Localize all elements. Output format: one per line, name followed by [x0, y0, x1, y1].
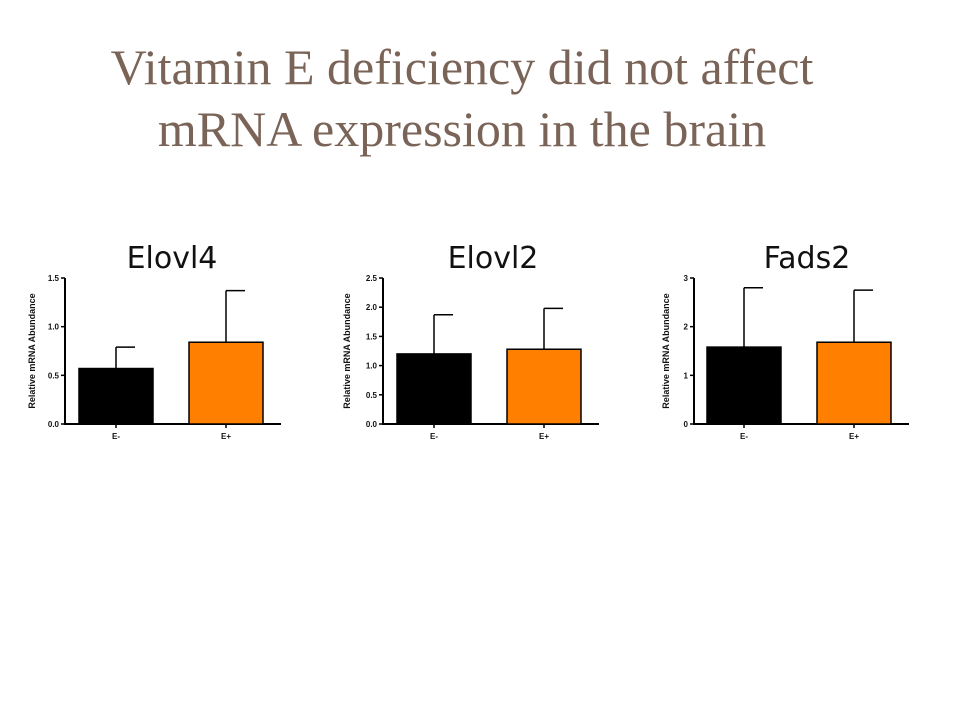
x-tick-label-elovl2: E+: [539, 432, 549, 441]
y-tick-label-fads2: 2: [684, 323, 689, 332]
y-tick-label-elovl4: 1.5: [48, 274, 60, 283]
y-tick-label-fads2: 3: [684, 274, 689, 283]
y-tick-label-elovl2: 0.0: [366, 420, 378, 429]
y-tick-label-elovl2: 2.5: [366, 274, 378, 283]
bar-fads2-e-plus: [816, 341, 892, 425]
bar-elovl2-e-plus: [506, 348, 582, 425]
x-tick-label-elovl2: E-: [430, 432, 438, 441]
chart-title-elovl4: Elovl4: [126, 241, 218, 276]
y-tick-label-fads2: 0: [684, 420, 689, 429]
x-tick-label-elovl4: E+: [221, 432, 231, 441]
x-tick-label-fads2: E+: [849, 432, 859, 441]
slide-title: Vitamin E deficiency did not affect mRNA…: [0, 36, 924, 160]
bar-fads2-e-minus: [706, 346, 782, 425]
y-tick-label-elovl2: 0.5: [366, 391, 378, 400]
bar-elovl2-e-minus: [396, 353, 472, 425]
y-tick-label-elovl4: 1.0: [48, 323, 60, 332]
x-tick-label-elovl4: E-: [112, 432, 120, 441]
slide-title-line-1: Vitamin E deficiency did not affect: [110, 39, 814, 95]
x-tick-label-fads2: E-: [740, 432, 748, 441]
bar-elovl4-e-minus: [78, 367, 154, 425]
y-axis-title-elovl2: Relative mRNA Abundance: [342, 293, 352, 408]
y-tick-label-fads2: 1: [684, 371, 689, 380]
y-tick-label-elovl2: 2.0: [366, 303, 378, 312]
y-axis-title-elovl4: Relative mRNA Abundance: [27, 293, 37, 408]
y-tick-label-elovl4: 0.0: [48, 420, 60, 429]
chart-title-elovl2: Elovl2: [447, 241, 539, 276]
y-axis-title-fads2: Relative mRNA Abundance: [661, 293, 671, 408]
y-tick-label-elovl4: 0.5: [48, 371, 60, 380]
bar-elovl4-e-plus: [188, 341, 264, 425]
chart-title-fads2: Fads2: [763, 241, 851, 276]
slide-title-line-2: mRNA expression in the brain: [157, 101, 767, 157]
y-tick-label-elovl2: 1.5: [366, 332, 378, 341]
y-tick-label-elovl2: 1.0: [366, 362, 378, 371]
